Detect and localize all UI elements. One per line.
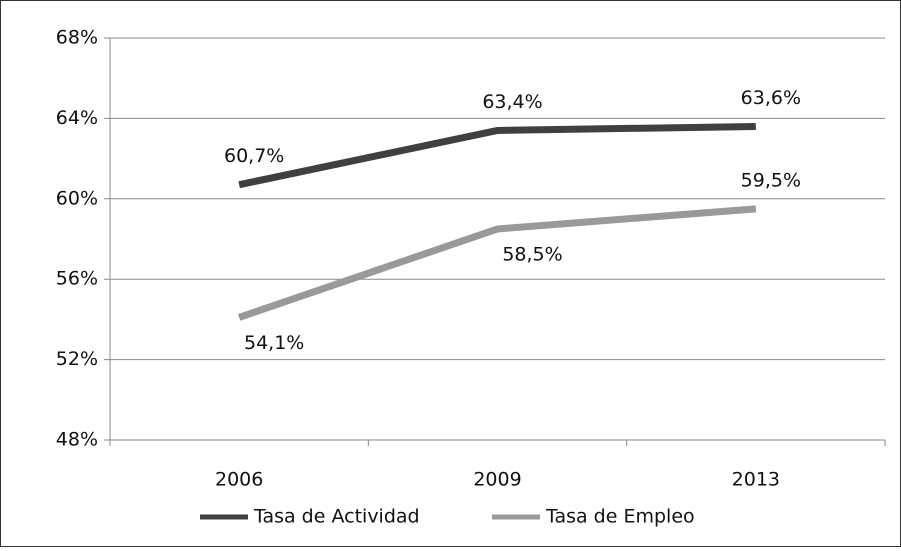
y-tick-label: 68%: [56, 27, 98, 49]
series-line: [238, 205, 757, 321]
y-tick-label: 56%: [56, 268, 98, 290]
legend-label: Tasa de Actividad: [253, 506, 420, 528]
data-label: 63,6%: [741, 87, 801, 109]
legend-label: Tasa de Empleo: [545, 506, 695, 528]
y-tick-label: 60%: [56, 187, 98, 209]
data-label: 58,5%: [502, 243, 562, 265]
series-line: [238, 122, 756, 189]
x-tick-label: 2006: [215, 469, 263, 491]
y-tick-label: 52%: [56, 348, 98, 370]
x-tick-label: 2009: [473, 469, 521, 491]
data-label: 63,4%: [482, 91, 542, 113]
y-tick-label: 64%: [56, 107, 98, 129]
data-label: 54,1%: [244, 332, 304, 354]
data-label: 60,7%: [224, 145, 284, 167]
data-label: 59,5%: [741, 169, 801, 191]
x-tick-label: 2013: [732, 469, 780, 491]
y-tick-label: 48%: [56, 429, 98, 451]
